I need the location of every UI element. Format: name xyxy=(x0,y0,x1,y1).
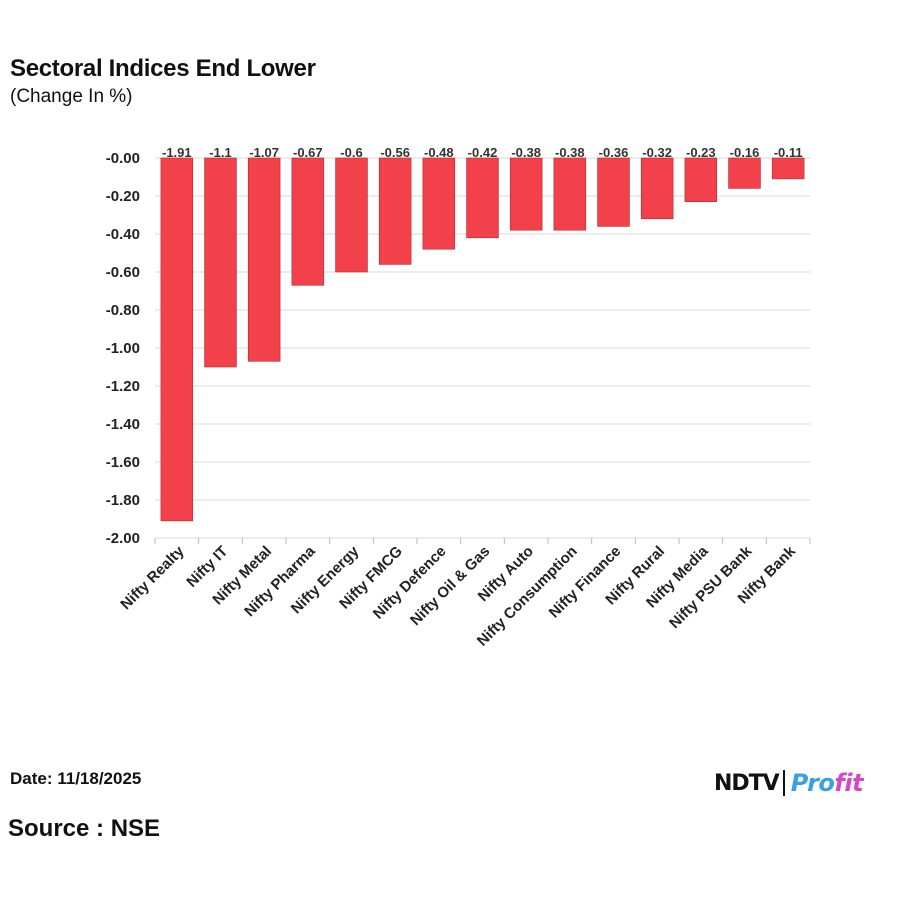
bar xyxy=(771,157,805,180)
bar xyxy=(247,157,281,362)
logo-profit-part-a: Pro xyxy=(790,769,835,797)
bar xyxy=(509,157,543,231)
bar xyxy=(553,157,587,231)
data-label: -0.23 xyxy=(686,145,716,160)
bar xyxy=(684,157,718,203)
data-label: -0.38 xyxy=(511,145,541,160)
y-tick-label: -0.80 xyxy=(106,302,140,319)
bar xyxy=(160,157,194,522)
bar-chart: -0.00 -0.20 -0.40 -0.60 -0.80 -1.00 -1.20 -1.40… xyxy=(106,145,811,650)
logo-ndtv-text: NDTV xyxy=(714,770,780,796)
bar xyxy=(204,157,237,368)
data-label: -1.91 xyxy=(162,145,192,160)
data-label: -0.32 xyxy=(642,145,672,160)
data-label: -0.48 xyxy=(424,145,454,160)
logo-profit-part-b: fit xyxy=(834,769,864,797)
y-tick-label: -1.40 xyxy=(106,416,140,433)
bar xyxy=(335,157,368,273)
data-label: -0.56 xyxy=(380,145,410,160)
bar xyxy=(422,157,456,250)
data-label: -1.07 xyxy=(249,145,279,160)
y-tick-label: -1.20 xyxy=(106,378,140,395)
y-tick-label: -0.20 xyxy=(106,188,140,205)
chart-subtitle: (Change In %) xyxy=(10,86,133,107)
data-label: -0.16 xyxy=(730,145,760,160)
chart-date: Date: 11/18/2025 xyxy=(10,769,142,788)
x-tick-label: Nifty Oil & Gas xyxy=(407,543,493,629)
data-label: -0.38 xyxy=(555,145,585,160)
data-label: -0.6 xyxy=(340,145,362,160)
ndtv-profit-logo: NDTV Profit xyxy=(714,766,864,800)
bar xyxy=(466,157,499,239)
bar xyxy=(728,157,761,189)
x-tick-label: Nifty Realty xyxy=(117,542,188,613)
y-tick-label: -1.60 xyxy=(106,454,140,471)
data-label: -1.1 xyxy=(209,145,231,160)
bar xyxy=(640,157,674,220)
y-tick-label: -0.60 xyxy=(106,264,140,281)
chart-title: Sectoral Indices End Lower xyxy=(10,55,316,82)
chart-source: Source : NSE xyxy=(8,815,161,842)
bar xyxy=(597,157,630,227)
data-label: -0.67 xyxy=(293,145,323,160)
logo-divider xyxy=(782,770,785,796)
data-label: -0.36 xyxy=(599,145,629,160)
data-label: -0.42 xyxy=(468,145,498,160)
y-tick-label: -1.80 xyxy=(106,492,140,509)
y-tick-label: -0.40 xyxy=(106,226,140,243)
bar xyxy=(291,157,325,286)
y-tick-label: -2.00 xyxy=(106,530,140,547)
y-tick-label: -1.00 xyxy=(106,340,140,357)
logo-profit-text: Profit xyxy=(790,769,864,797)
y-tick-label: -0.00 xyxy=(106,150,140,167)
data-label: -0.11 xyxy=(774,145,803,160)
bar xyxy=(378,157,412,265)
